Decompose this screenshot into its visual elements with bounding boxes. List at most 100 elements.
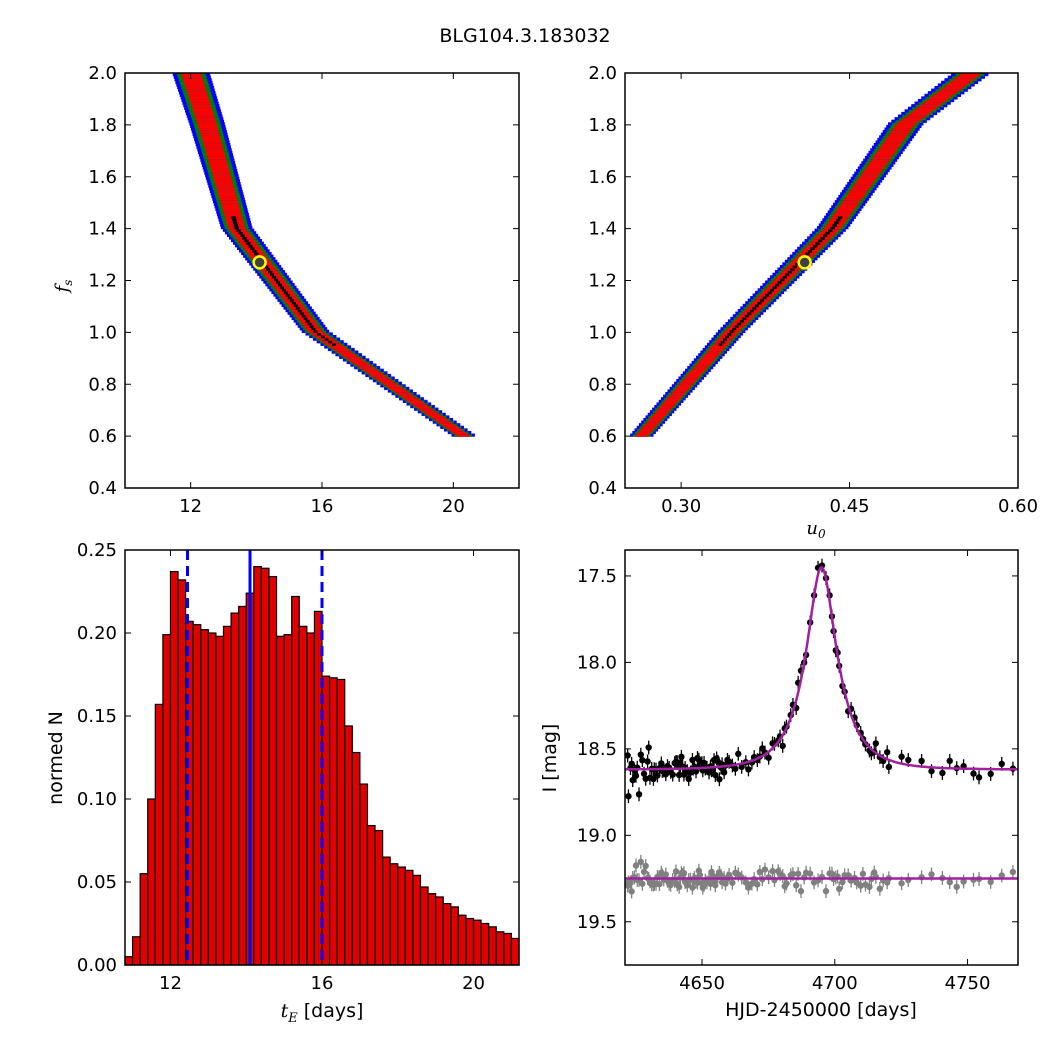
p3-hist-bar [298,625,308,966]
p3-hist-bar [435,896,444,966]
p2-sigma2-band [856,179,875,183]
p2-sigma2-band [671,392,685,396]
p4-data-point [637,751,645,758]
p2-sigma1-band [810,246,815,250]
p1-sigma2-band [371,373,386,378]
p1-sigma2-band [449,428,463,432]
p3-frame [124,549,520,966]
p2-sigma1-band [817,239,823,243]
p2-sigma1-band [762,296,767,300]
p2-ytick-label: 0.8 [588,374,617,395]
p1-sigma2-band [199,127,218,131]
p4-residual-point [836,885,843,893]
p1-sigma1-band [269,272,275,276]
p3-ytick-label: 0.20 [77,623,117,644]
p3-hist-bar [374,829,384,966]
p1-xtick-label: 12 [179,496,202,517]
p1-sigma2-band [206,153,226,157]
p1-sigma1-band [252,249,257,253]
p2-sigma2-band [835,210,853,214]
p3-hist-bar [222,625,232,966]
p4-data-point [738,763,745,771]
p2-sigma1-band [742,316,747,321]
p1-sigma1-band [275,280,281,284]
p1-sigma2-band [352,360,367,365]
p2-sigma2-band [872,156,892,160]
p2-sigma2-band [881,143,901,147]
p1-sigma1-band [268,270,273,274]
p4-residual-point [675,883,683,891]
p1-ytick-label: 1.6 [88,167,117,188]
p4-data-point [628,760,635,768]
p2-sigma1-band [723,337,727,341]
p1-sigma2-band [219,194,237,199]
p2-sigma2-band [642,425,655,429]
p2-sigma2-band [933,93,953,97]
p2-sigma1-band [718,342,723,346]
p4-residual-point [859,870,867,878]
p4-data-point [905,756,912,764]
p4-ytick-label: 19.0 [577,825,617,846]
p1-sigma2-band [412,402,426,406]
p1-sigma1-band [242,236,247,240]
p1-sigma2-band [198,124,218,129]
p1-sigma2-band [199,130,219,134]
p2-sigma1-band [725,334,730,339]
p1-sigma1-band [233,223,239,227]
p3-hist-bar [510,937,520,966]
p4-residual-point [783,880,790,887]
p2-sigma2-band [892,127,912,131]
p3-hist-bar [238,605,247,966]
p2-sigma2-band [662,402,676,406]
p2-sigma2-band [926,98,946,103]
p3-hist-bar [268,575,278,966]
p3-hist-bar [154,703,164,966]
p2-sigma2-band [889,132,908,136]
p2-sigma2-band [903,117,922,121]
p2-sigma2-band [869,161,888,165]
p1-sigma1-band [328,340,333,344]
p4-residual-point [656,880,663,888]
p2-sigma1-band [807,249,813,253]
p4-light-curve [624,558,1018,899]
p4-data-point [625,793,632,800]
p2-frame [624,72,1019,489]
p1-sigma1-band [250,246,255,250]
p1-sigma2-band [209,163,228,167]
p1-sigma2-band [419,407,433,411]
p3-hist-bar [495,931,505,966]
p2-sigma2-band [844,197,862,201]
p4-residual-point [689,884,696,891]
p1-sigma1-band [331,342,336,346]
p2-sigma1-band [767,290,772,295]
p3-hist-bar [207,632,217,966]
p4-data-point [669,771,676,778]
p3-hist-bar [215,635,225,966]
p4-residual-point [857,882,864,889]
p1-sigma2-band [206,150,225,155]
p2-sigma2-band [651,415,664,419]
p1-xtick-label: 20 [442,496,465,517]
p1-sigma1-band [232,220,238,225]
p2-sigma2-band [637,430,651,435]
p1-sigma1-band [234,226,239,230]
p4-data-point [644,758,651,765]
p4-data-point [928,767,935,775]
p4-data-point [885,763,893,771]
p1-sigma2-band [193,109,213,113]
p3-ylabel: normed N [45,711,67,805]
p1-ytick-label: 0.4 [88,478,117,499]
p2-sigma2-band [923,101,943,105]
p1-best-fit-marker [252,255,267,270]
p2-sigma1-band [734,324,739,328]
p1-sigma1-band [246,241,251,245]
p4-residual-point [797,887,805,895]
p2-sigma1-band [812,244,818,248]
p2-sigma2-band [697,360,712,365]
p4-data-point [970,770,977,777]
p3-ytick-label: 0.05 [77,872,117,893]
p2-sigma2-band [906,114,926,118]
p1-sigma2-band [216,187,235,191]
p2-sigma2-band [876,150,895,155]
p2-sigma2-band [885,137,904,142]
